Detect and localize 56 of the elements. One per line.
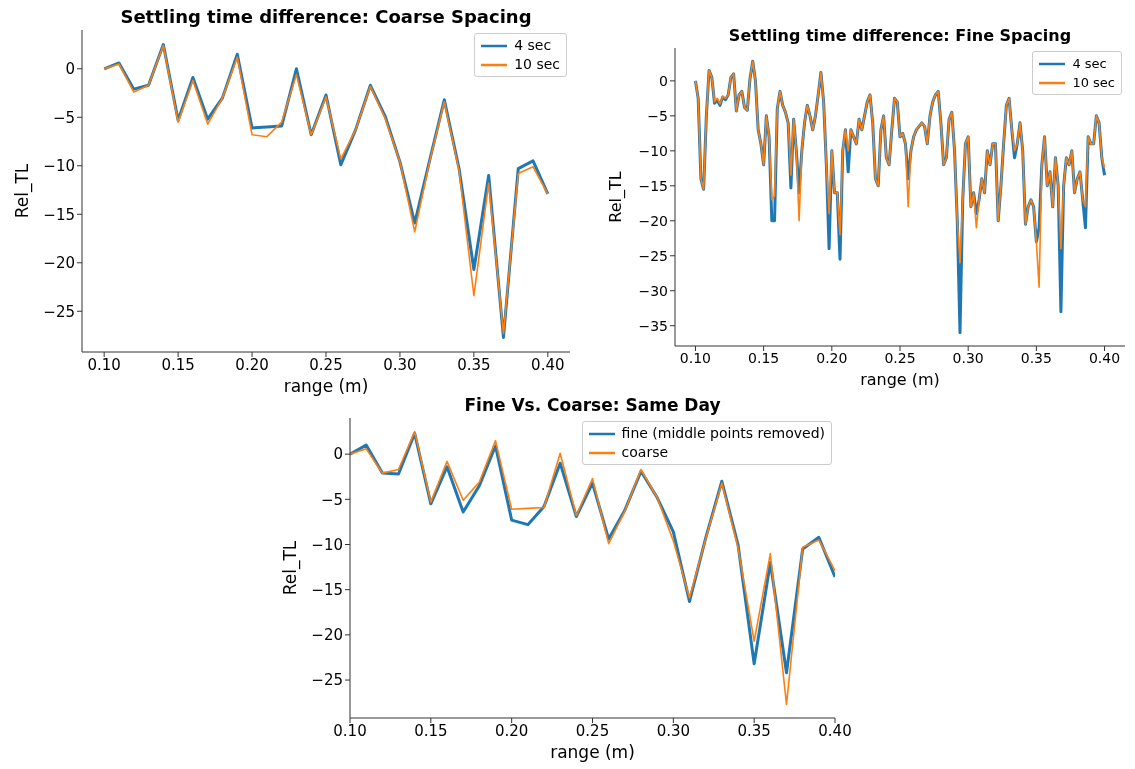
x-tick-label: 0.10 xyxy=(679,349,712,366)
y-axis-title: Rel_TL xyxy=(12,163,32,219)
y-tick-label: 0 xyxy=(659,72,668,89)
x-tick-label: 0.35 xyxy=(1020,349,1052,366)
y-tick-label: −10 xyxy=(43,157,75,176)
legend-label: 10 sec xyxy=(514,55,560,74)
y-axis-title: Rel_TL xyxy=(605,171,625,223)
x-tick-label: 0.20 xyxy=(494,721,529,740)
x-tick-label: 0.15 xyxy=(414,721,448,740)
x-tick-label: 0.25 xyxy=(309,355,343,374)
x-tick-label: 0.40 xyxy=(818,721,852,740)
x-tick-label: 0.25 xyxy=(575,721,610,740)
y-tick-label: −15 xyxy=(43,205,75,224)
y-tick-label: −5 xyxy=(320,490,343,509)
y-tick-label: 0 xyxy=(65,60,75,79)
legend-label: 10 sec xyxy=(1072,74,1115,92)
y-tick-label: −10 xyxy=(638,142,668,159)
legend-label: 4 sec xyxy=(514,36,552,55)
x-tick-label: 0.35 xyxy=(737,721,771,740)
legend-label: 4 sec xyxy=(1072,55,1107,73)
x-tick-label: 0.40 xyxy=(531,355,565,374)
x-axis-title: range (m) xyxy=(549,742,636,762)
x-tick-label: 0.30 xyxy=(952,349,984,366)
chart-title: Fine Vs. Coarse: Same Day xyxy=(463,395,722,415)
chart-title: Settling time difference: Fine Spacing xyxy=(727,26,1073,45)
y-tick-label: −10 xyxy=(311,535,343,554)
x-tick-label: 0.35 xyxy=(457,355,491,374)
x-tick-label: 0.20 xyxy=(235,355,269,374)
x-tick-label: 0.25 xyxy=(884,349,916,366)
legend-label: coarse xyxy=(621,443,669,462)
y-axis-title: Rel_TL xyxy=(280,540,300,596)
x-axis-title: range (m) xyxy=(859,370,941,389)
legend-label: fine (middle points removed) xyxy=(621,424,825,443)
y-tick-label: −20 xyxy=(311,626,343,645)
x-tick-label: 0.20 xyxy=(816,349,848,366)
x-axis-title: range (m) xyxy=(282,376,370,396)
y-tick-label: −30 xyxy=(638,282,668,299)
chart-title: Settling time difference: Coarse Spacing xyxy=(119,6,533,27)
x-tick-label: 0.40 xyxy=(1088,349,1121,366)
y-tick-label: −20 xyxy=(638,212,668,229)
y-tick-label: −5 xyxy=(52,108,75,127)
y-tick-label: −20 xyxy=(43,254,75,273)
x-tick-label: 0.30 xyxy=(656,721,691,740)
y-tick-label: −15 xyxy=(311,581,343,600)
x-tick-label: 0.15 xyxy=(161,355,195,374)
x-tick-label: 0.10 xyxy=(87,355,121,374)
x-tick-label: 0.15 xyxy=(748,349,780,366)
y-tick-label: −25 xyxy=(43,302,75,321)
x-tick-label: 0.30 xyxy=(383,355,417,374)
y-tick-label: −35 xyxy=(638,317,668,334)
y-tick-label: −25 xyxy=(638,247,668,264)
x-tick-label: 0.10 xyxy=(333,721,367,740)
y-tick-label: −5 xyxy=(647,107,668,124)
y-tick-label: 0 xyxy=(333,445,343,464)
y-tick-label: −15 xyxy=(638,177,668,194)
y-tick-label: −25 xyxy=(311,671,343,690)
